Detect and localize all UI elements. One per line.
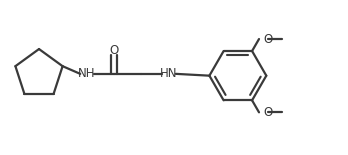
Text: O: O (264, 33, 273, 46)
Text: NH: NH (78, 67, 95, 80)
Text: O: O (264, 106, 273, 119)
Text: HN: HN (160, 67, 177, 80)
Text: O: O (109, 44, 118, 57)
